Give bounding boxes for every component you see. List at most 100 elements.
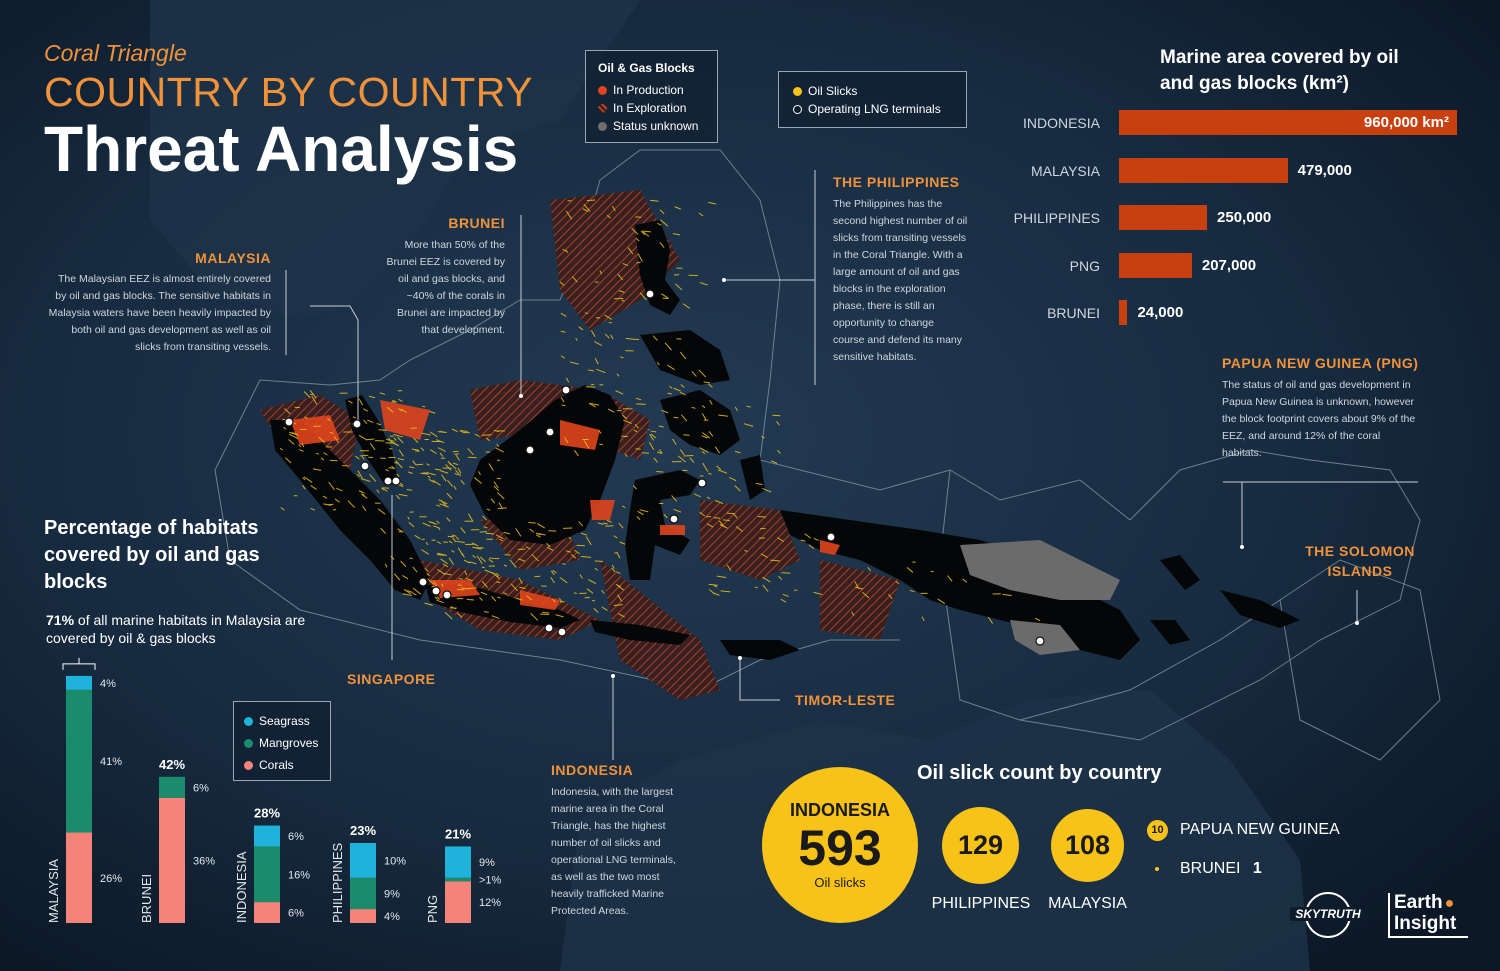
oil-slick-streak <box>395 460 403 469</box>
png-text: The status of oil and gas development in… <box>1222 379 1416 459</box>
oil-slick-streak <box>618 613 625 618</box>
oil-slick-streak <box>604 314 613 320</box>
oil-slick-streak <box>715 500 724 505</box>
oil-slick-streak <box>407 590 413 593</box>
oil-slick-streak <box>491 615 500 619</box>
habitat-label-malaysia-mangroves: 41% <box>100 756 122 768</box>
oil-slick-streak <box>398 493 408 497</box>
oil-slick-streak <box>466 598 474 601</box>
oil-slick-streak <box>526 595 533 601</box>
oil-slick-streak <box>407 516 410 520</box>
legend-item-seagrass: Seagrass <box>244 710 320 732</box>
oil-slick-streak <box>578 521 583 527</box>
oil-slick-streak <box>699 447 709 453</box>
oil-slick-streak <box>503 564 508 567</box>
oil-slick-streak <box>397 528 404 533</box>
oil-slick-streak <box>743 423 754 427</box>
oil-slick-streak <box>718 414 728 417</box>
oil-slick-streak <box>457 612 463 618</box>
habitat-label-png-mangroves: >1% <box>479 875 502 887</box>
oil-slick-streak <box>583 203 591 212</box>
oil-slick-streak <box>625 337 633 340</box>
oil-slick-streak <box>680 414 688 422</box>
oil-slick-streak <box>620 356 624 359</box>
oil-slick-streak <box>575 337 578 341</box>
oil-slick-streak <box>590 383 595 386</box>
oil-slick-streak <box>497 492 505 500</box>
oil-slick-streak <box>406 489 413 491</box>
oil-slick-streak <box>284 408 291 415</box>
oil-slick-streak <box>288 439 295 445</box>
oil-slick-streak <box>726 564 732 571</box>
oil-slick-streak <box>808 544 815 549</box>
oil-slick-streak <box>315 452 320 455</box>
oil-slick-streak <box>615 571 621 574</box>
marine-bar-value-png: 207,000 <box>1201 256 1257 274</box>
oil-slick-streak <box>735 526 744 532</box>
oil-slick-streak <box>333 436 340 444</box>
oil-slick-streak <box>667 364 675 371</box>
oil-slick-streak <box>446 492 453 499</box>
oil-slick-streak <box>599 270 603 275</box>
habitat-bar-malaysia-mangroves <box>66 689 92 833</box>
oil-slick-streak <box>481 566 485 569</box>
oil-slick-streak <box>702 462 709 472</box>
oil-slick-streak <box>656 362 660 366</box>
habitat-country-philippines: PHILIPPINES <box>330 842 345 923</box>
oil-slick-streak <box>496 443 500 448</box>
oil-slick-streak <box>310 485 317 490</box>
oil-slick-streak <box>581 555 592 558</box>
oil-slick-streak <box>663 513 668 519</box>
oil-slick-streak <box>586 588 594 594</box>
oil-slick-streak <box>421 549 430 555</box>
habitat-label-philippines-seagrass: 10% <box>384 855 406 867</box>
oil-slick-streak <box>659 241 665 248</box>
habitat-label-indonesia-corals: 6% <box>288 908 304 920</box>
oil-slick-streak <box>427 475 431 479</box>
oil-slick-streak <box>596 368 606 374</box>
oil-slick-streak <box>437 447 446 452</box>
oil-slick-streak <box>369 442 376 451</box>
oil-slick-streak <box>403 588 412 595</box>
brunei-slick-row: BRUNEI 1 <box>1180 860 1262 878</box>
oil-slick-streak <box>588 402 596 408</box>
oil-slick-streak <box>535 532 541 536</box>
oil-slick-streak <box>569 361 579 365</box>
oil-slick-streak <box>661 293 670 299</box>
oil-slick-streak <box>444 572 452 576</box>
oil-slick-streak <box>611 567 616 573</box>
philippines-slick-country: PHILIPPINES <box>931 895 1031 912</box>
oil-slick-streak <box>493 429 500 433</box>
oil-slick-streak <box>639 509 649 513</box>
oil-slick-streak <box>672 438 677 445</box>
brunei-slick-country: BRUNEI <box>1180 860 1241 877</box>
oil-slick-streak <box>366 438 375 441</box>
oil-slick-streak <box>451 428 459 433</box>
oil-slick-streak <box>444 611 453 620</box>
oil-slick-streak <box>605 525 614 527</box>
oil-slick-streak <box>323 452 328 456</box>
oil-slick-streak <box>691 371 697 377</box>
habitat-total-png: 21% <box>445 826 471 841</box>
oil-slick-streak <box>642 230 651 233</box>
oil-slick-streak <box>303 476 313 483</box>
indonesia-annotation: INDONESIA Indonesia, with the largest ma… <box>551 762 686 920</box>
oil-slick-streak <box>660 219 669 227</box>
oil-slick-streak <box>499 538 503 542</box>
oil-slick-streak <box>441 583 444 587</box>
oil-slick-streak <box>420 472 429 475</box>
oil-slick-streak <box>714 446 721 454</box>
earth-insight-line1: Earth ● <box>1394 892 1455 913</box>
oil-slick-streak <box>625 453 628 457</box>
indonesia-slick-count: 593 <box>798 820 882 876</box>
oil-slick-streak <box>689 457 695 463</box>
oil-slick-streak <box>559 281 565 287</box>
oil-slick-streak <box>363 408 369 412</box>
oil-slick-streak <box>519 586 526 590</box>
oil-slick-streak <box>515 597 523 601</box>
oil-slick-streak <box>770 559 780 562</box>
oil-slick-streak <box>813 537 819 541</box>
oil-slick-streak <box>622 263 629 266</box>
marine-bar-brunei <box>1119 300 1128 325</box>
oil-slick-streak <box>606 214 611 219</box>
